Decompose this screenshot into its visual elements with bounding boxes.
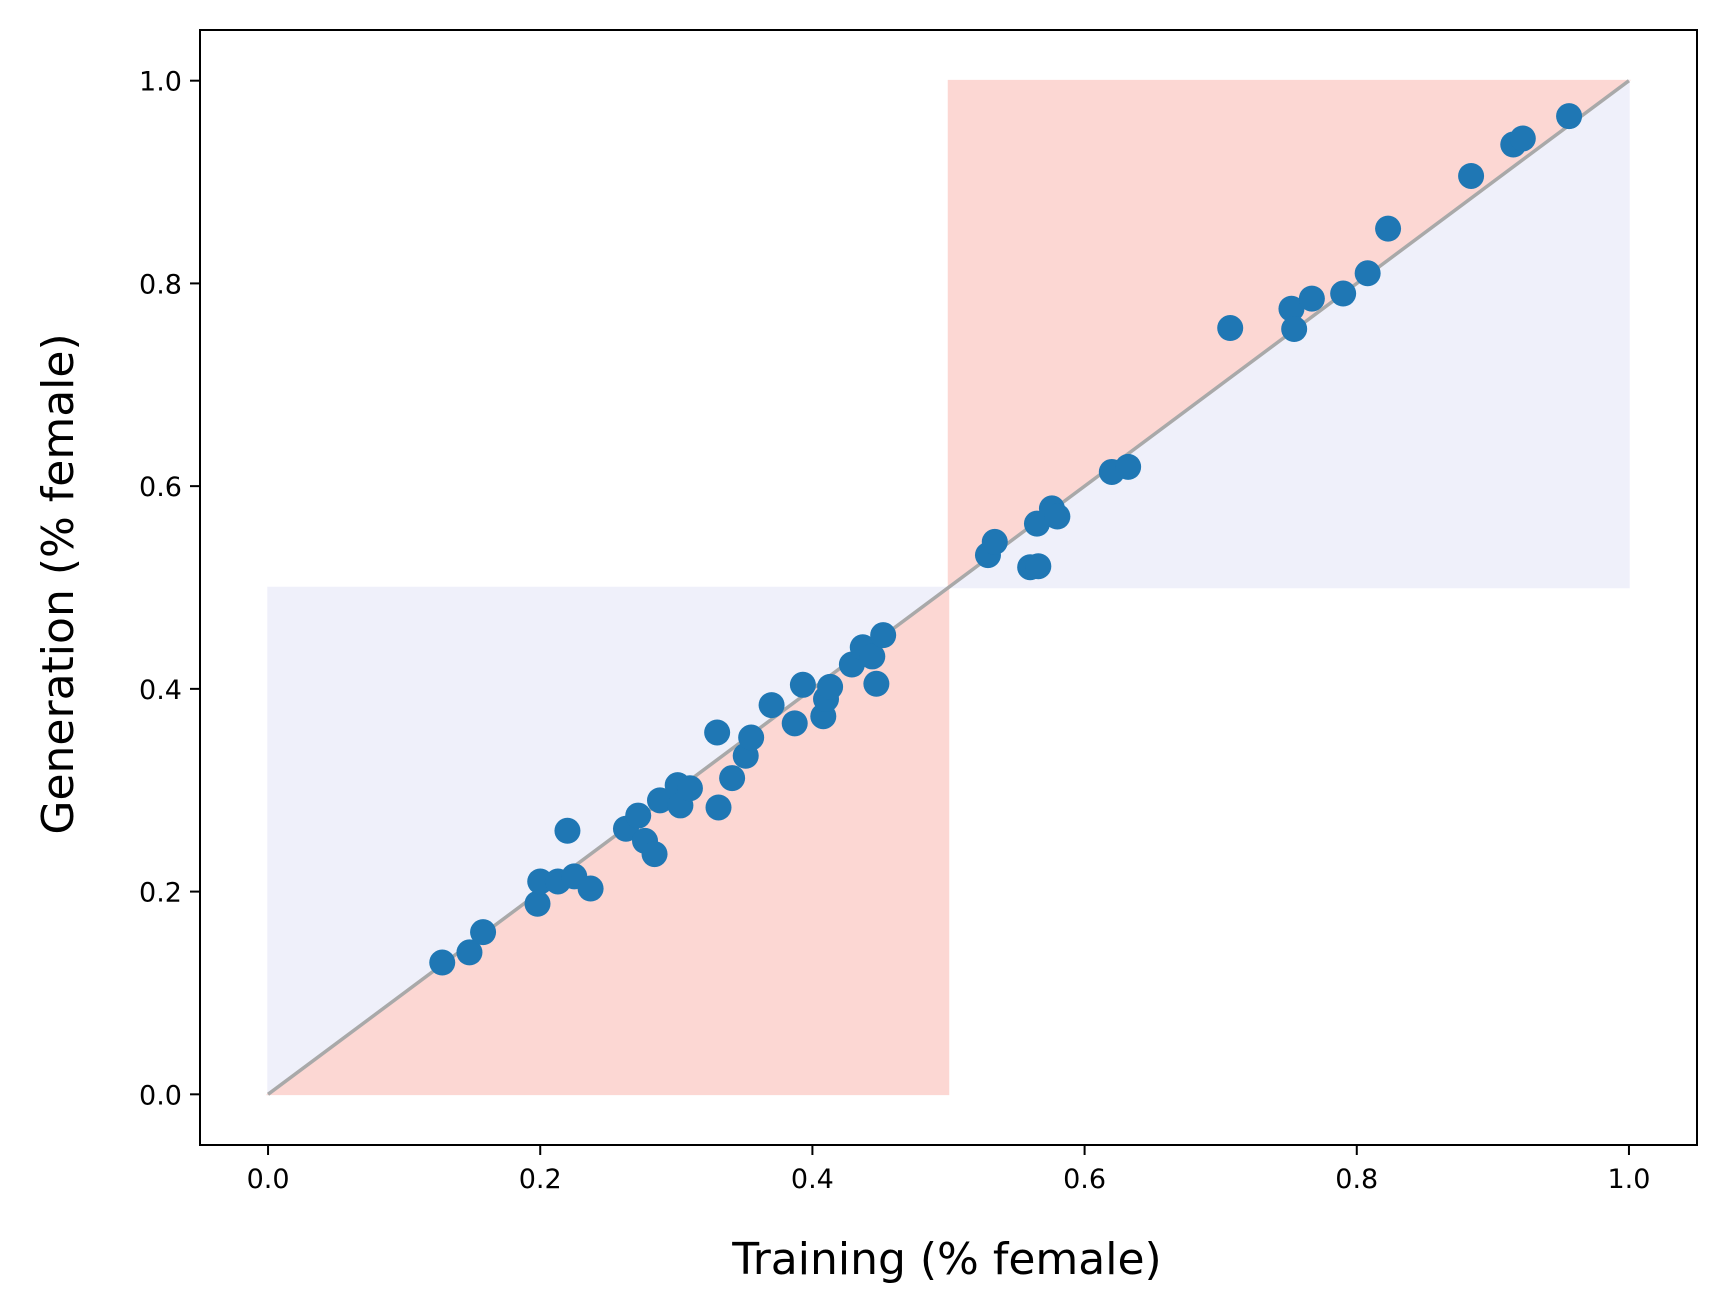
data-point xyxy=(1330,280,1357,307)
data-point xyxy=(676,775,703,802)
data-point xyxy=(705,794,732,821)
data-point xyxy=(1115,453,1142,480)
data-point xyxy=(554,817,581,844)
x-axis-label: Training (% female) xyxy=(731,1234,1161,1285)
x-tick-label: 1.0 xyxy=(1607,1164,1650,1195)
data-point xyxy=(625,802,652,829)
data-point xyxy=(1217,315,1244,342)
y-axis-label: Generation (% female) xyxy=(33,333,84,834)
reference-line-layer xyxy=(267,79,1630,1096)
y-tick-label: 0.6 xyxy=(139,472,182,503)
data-point xyxy=(719,765,746,792)
data-point xyxy=(817,673,844,700)
y-tick-label: 0.4 xyxy=(139,675,182,706)
data-point xyxy=(870,622,897,649)
y-tick-label: 0.0 xyxy=(139,1080,182,1111)
data-point xyxy=(704,719,731,746)
plot-frame xyxy=(199,29,1698,1146)
axes: 0.0 0.2 0.4 0.6 0.8 1.0 0.0 0.2 0.4 0.6 0.8 1.0 xyxy=(139,29,1698,1195)
data-point xyxy=(577,875,604,902)
data-point xyxy=(1458,162,1485,189)
x-tick-label: 0.6 xyxy=(1063,1164,1106,1195)
y-tick-label: 0.2 xyxy=(139,878,182,909)
y-tick-label: 1.0 xyxy=(139,67,182,98)
data-point xyxy=(1556,103,1583,130)
data-point xyxy=(456,939,483,966)
data-point xyxy=(789,671,816,698)
data-point xyxy=(646,787,673,814)
data-point xyxy=(1025,553,1052,580)
data-point xyxy=(1044,503,1071,530)
data-point xyxy=(641,841,668,868)
data-point xyxy=(738,724,765,751)
reference-line xyxy=(267,79,1630,1096)
data-point xyxy=(863,670,890,697)
data-point xyxy=(470,919,497,946)
data-point xyxy=(429,949,456,976)
data-point xyxy=(981,528,1008,555)
data-point xyxy=(1281,316,1308,343)
x-tick-label: 0.0 xyxy=(247,1164,290,1195)
data-point xyxy=(1298,285,1325,312)
data-point xyxy=(859,643,886,670)
x-tick-label: 0.8 xyxy=(1335,1164,1378,1195)
y-tick-label: 0.8 xyxy=(139,269,182,300)
data-points xyxy=(429,103,1583,976)
x-tick-label: 0.4 xyxy=(791,1164,834,1195)
data-point xyxy=(1278,295,1305,322)
data-point xyxy=(781,710,808,737)
data-point xyxy=(1375,215,1402,242)
data-point xyxy=(1354,260,1381,287)
data-point xyxy=(758,692,785,719)
data-point xyxy=(524,890,551,917)
data-point xyxy=(1509,125,1536,152)
x-tick-label: 0.2 xyxy=(519,1164,562,1195)
